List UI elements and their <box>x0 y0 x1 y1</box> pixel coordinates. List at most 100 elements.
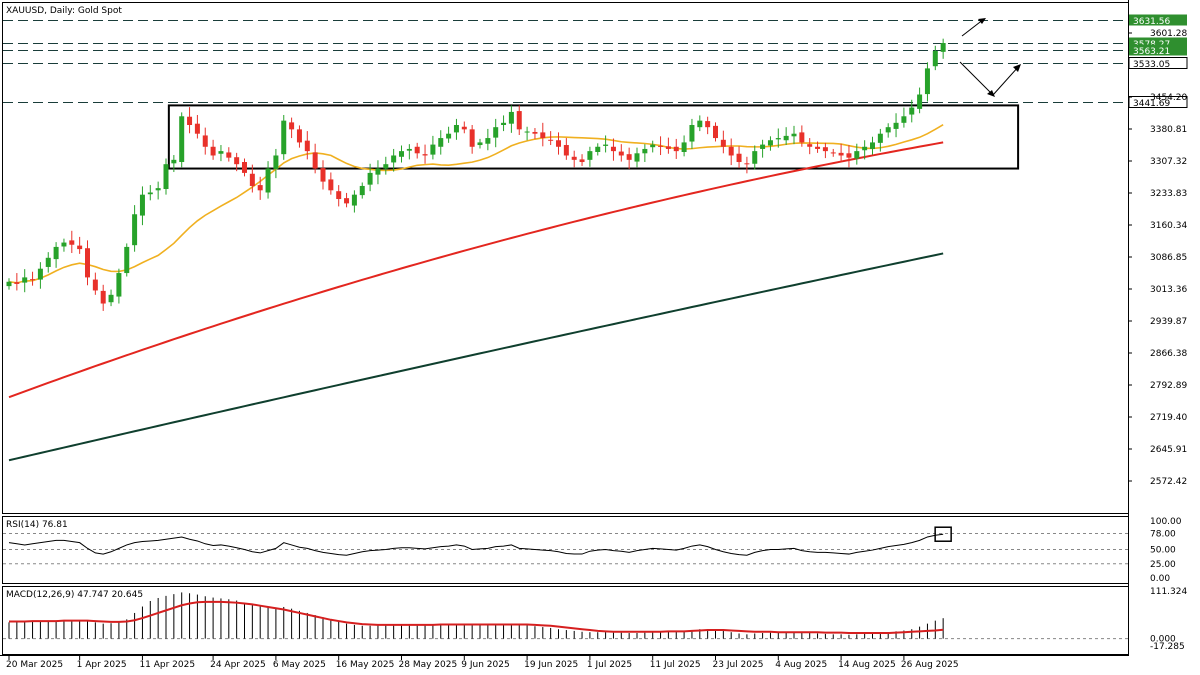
candle-bearish <box>713 125 718 139</box>
candle-bearish <box>414 146 420 154</box>
candle-bearish <box>830 152 836 154</box>
projection-arrows <box>959 18 1021 97</box>
time-tick-label: 1 Jul 2025 <box>587 660 632 670</box>
rsi-tick-label: 25.00 <box>1150 560 1176 570</box>
candle-bullish <box>940 43 946 52</box>
price-tick-label: 2866.38 <box>1150 349 1187 359</box>
candle-bullish <box>642 148 648 154</box>
candle-bearish <box>618 151 624 156</box>
candle-bullish <box>752 151 758 164</box>
candle-bullish <box>108 294 114 303</box>
time-tick-label: 26 Aug 2025 <box>901 660 959 670</box>
candle-bullish <box>885 127 891 133</box>
level-badge-label: 3441.69 <box>1133 99 1170 109</box>
price-tick-label: 3601.28 <box>1150 29 1187 39</box>
candle-bullish <box>760 144 766 149</box>
candle-bullish <box>650 144 656 148</box>
price-tick-label: 3307.32 <box>1150 157 1187 167</box>
time-tick-label: 23 Jul 2025 <box>713 660 764 670</box>
candle-bearish <box>728 146 734 156</box>
price-tick-label: 3160.34 <box>1150 221 1187 231</box>
candle-bullish <box>932 50 938 67</box>
macd-title: MACD(12,26,9) 47.747 20.645 <box>6 590 143 600</box>
candle-bearish <box>799 132 805 143</box>
candle-bullish <box>485 138 491 144</box>
price-pane <box>2 2 1129 514</box>
candle-bearish <box>320 168 326 182</box>
time-tick-label: 16 May 2025 <box>336 660 395 670</box>
candle-bullish <box>870 142 875 149</box>
time-tick-label: 14 Aug 2025 <box>838 660 896 670</box>
candle-bearish <box>665 146 671 149</box>
time-tick-label: 19 Jun 2025 <box>524 660 578 670</box>
candle-bullish <box>155 188 161 191</box>
price-tick-label: 3013.36 <box>1150 285 1187 295</box>
candle-bullish <box>139 194 145 216</box>
candle-bullish <box>61 242 67 247</box>
candle-bearish <box>469 129 475 147</box>
candle-bullish <box>862 146 868 151</box>
time-tick-label: 4 Aug 2025 <box>775 660 827 670</box>
candle-bullish <box>6 281 12 287</box>
candle-bearish <box>461 126 467 130</box>
macd-tick-label: 0.000 <box>1150 635 1176 645</box>
candle-bullish <box>697 120 703 128</box>
level-badge <box>1128 57 1188 69</box>
candle-bearish <box>257 185 263 191</box>
candle-bullish <box>924 68 930 95</box>
candle-bullish <box>281 120 287 155</box>
candle-bearish <box>202 135 208 147</box>
price-tick-label: 3233.83 <box>1150 189 1187 199</box>
consolidation-range-box <box>167 104 1020 170</box>
chart-title: XAUUSD, Daily: Gold Spot <box>6 6 122 16</box>
macd-tick-label: -17.285 <box>1150 642 1185 652</box>
arrow-rebound-up <box>992 65 1020 96</box>
candle-bullish <box>438 138 444 147</box>
price-tick-label: 2645.91 <box>1150 445 1187 455</box>
candle-bullish <box>508 111 514 124</box>
time-tick-label: 9 Jun 2025 <box>461 660 509 670</box>
candle-bullish <box>265 168 271 193</box>
candle-bearish <box>626 154 632 160</box>
rsi-tick-label: 50.00 <box>1150 546 1176 556</box>
candle-bullish <box>53 246 59 260</box>
candle-bearish <box>548 139 554 141</box>
level-badge <box>1129 44 1187 56</box>
candle-bearish <box>579 159 585 163</box>
price-tick-label: 2572.42 <box>1150 477 1187 487</box>
level-badge <box>1129 14 1187 26</box>
candle-bearish <box>194 123 200 134</box>
candle-bullish <box>179 116 185 163</box>
arrow-head-2 <box>987 90 995 97</box>
candle-bearish <box>304 140 310 152</box>
candle-bearish <box>422 154 428 156</box>
candle-bearish <box>14 282 20 284</box>
macd-tick-label: 111.324 <box>1150 587 1187 597</box>
rsi-tick-label: 0.00 <box>1150 574 1170 584</box>
candle-bullish <box>877 133 883 143</box>
candle-bearish <box>532 131 538 134</box>
candle-bearish <box>249 173 255 186</box>
time-tick-label: 11 Jul 2025 <box>650 660 701 670</box>
candle-bearish <box>822 147 828 152</box>
candle-bearish <box>187 116 193 125</box>
level-badge-label: 3563.21 <box>1133 47 1170 57</box>
candle-bearish <box>30 279 36 281</box>
candle-bullish <box>901 116 907 123</box>
rsi-title: RSI(14) 76.81 <box>6 520 68 530</box>
candle-bullish <box>399 151 404 157</box>
candle-bearish <box>77 245 83 250</box>
rsi-tick-label: 78.00 <box>1150 530 1176 540</box>
candle-bearish <box>846 153 852 158</box>
candle-bullish <box>689 124 695 142</box>
price-tick-label: 2792.89 <box>1150 381 1187 391</box>
candle-bearish <box>100 290 106 304</box>
candle-bearish <box>658 145 664 147</box>
candle-bullish <box>791 133 797 137</box>
candle-bullish <box>22 277 28 283</box>
candle-bullish <box>171 159 177 164</box>
candle-bullish <box>383 164 389 169</box>
candle-bullish <box>681 142 687 152</box>
rsi-overbought-marker <box>934 526 952 542</box>
candle-bullish <box>273 155 279 169</box>
